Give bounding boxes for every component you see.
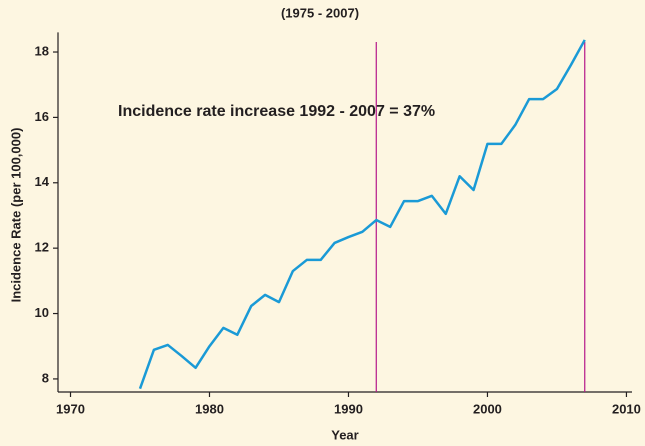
x-tick-label: 1990 (334, 401, 363, 416)
y-axis-label: Incidence Rate (per 100,000) (8, 128, 23, 303)
y-tick-label: 16 (35, 109, 49, 124)
y-tick-label: 12 (35, 240, 49, 255)
data-line (138, 39, 586, 390)
y-tick-label: 8 (42, 370, 49, 385)
x-tick-label: 2000 (473, 401, 502, 416)
x-axis-label: Year (331, 427, 358, 442)
y-tick-label: 18 (35, 43, 49, 58)
annotation: Incidence rate increase 1992 - 2007 = 37… (118, 103, 435, 120)
x-tick-label: 1980 (195, 401, 224, 416)
x-tick-label: 1970 (56, 401, 85, 416)
y-tick-label: 10 (35, 305, 49, 320)
y-tick-label: 14 (35, 174, 50, 189)
chart-title: (1975 - 2007) (281, 5, 359, 20)
x-tick-label: 2010 (612, 401, 641, 416)
